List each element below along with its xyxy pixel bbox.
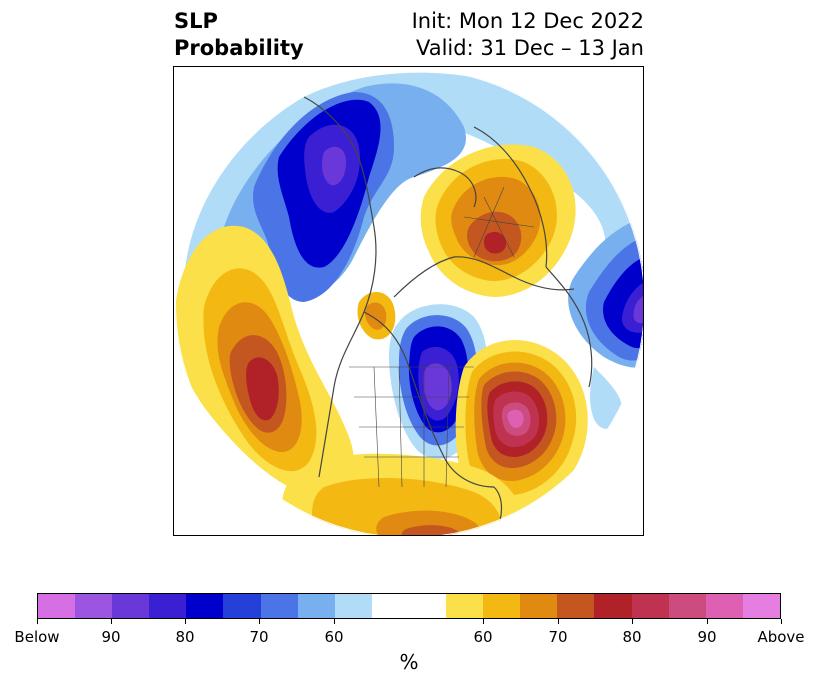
colorbar-tick-mark [333,619,335,624]
colorbar-tick-label: Above [757,628,805,646]
colorbar-tick-label: 80 [175,628,195,646]
colorbar-swatch [408,594,447,618]
valid-range: Valid: 31 Dec – 13 Jan [415,36,644,60]
colorbar-tick-label: 70 [548,628,568,646]
colorbar-tick-mark [184,619,186,624]
colorbar-swatch [557,594,595,618]
colorbar-swatch [520,594,558,618]
colorbar-tick-mark [110,619,112,624]
colorbar-tick-mark [557,619,559,624]
coastlines [303,96,593,535]
colorbar-swatch [334,594,372,618]
map-title: SLP Probability [174,8,304,62]
colorbar-swatch [705,594,743,618]
colorbar-swatch [668,594,706,618]
colorbar-swatch [631,594,669,618]
colorbar-tick-label: 60 [324,628,344,646]
colorbar-swatch [297,594,335,618]
polar-map [173,66,644,536]
colorbar-tick-label: 90 [697,628,717,646]
colorbar-tick-mark [631,619,633,624]
colorbar-swatch [260,594,298,618]
colorbar-swatch [75,594,113,618]
title-line-2: Probability [174,36,304,60]
colorbar-unit-label: % [399,650,419,674]
colorbar-tick-label: 90 [101,628,121,646]
title-line-1: SLP [174,9,218,33]
colorbar-swatch [446,594,484,618]
colorbar-swatch [38,594,76,618]
above-region-pacific [175,225,354,499]
colorbar-swatch [149,594,187,618]
colorbar-swatch [371,594,409,618]
colorbar-tick-mark [780,619,782,624]
colorbar-tick-label: 80 [622,628,642,646]
colorbar-swatch [112,594,150,618]
colorbar-swatch [186,594,224,618]
colorbar-swatch [223,594,261,618]
colorbar-tick-mark [482,619,484,624]
political-borders [349,186,535,488]
below-region-east [568,217,643,368]
colorbar-tick-mark [36,619,38,624]
colorbar-swatch [483,594,521,618]
below-region-north [183,72,643,307]
below-region-southeast [590,367,623,429]
colorbar-tick-label: 60 [473,628,493,646]
colorbar-tick-mark [706,619,708,624]
forecast-dates: Init: Mon 12 Dec 2022 Valid: 31 Dec – 13… [412,8,644,62]
above-region-atlantic [455,340,588,513]
below-region-central [389,304,488,459]
above-region-south [281,453,522,535]
probability-field [175,68,643,535]
colorbar-tick-mark [258,619,260,624]
colorbar-tick-label: 70 [249,628,269,646]
colorbar-tick-label: Below [14,628,60,646]
colorbar-swatch [594,594,632,618]
colorbar-swatch [742,594,780,618]
colorbar [37,593,781,619]
init-date: Init: Mon 12 Dec 2022 [411,9,644,33]
